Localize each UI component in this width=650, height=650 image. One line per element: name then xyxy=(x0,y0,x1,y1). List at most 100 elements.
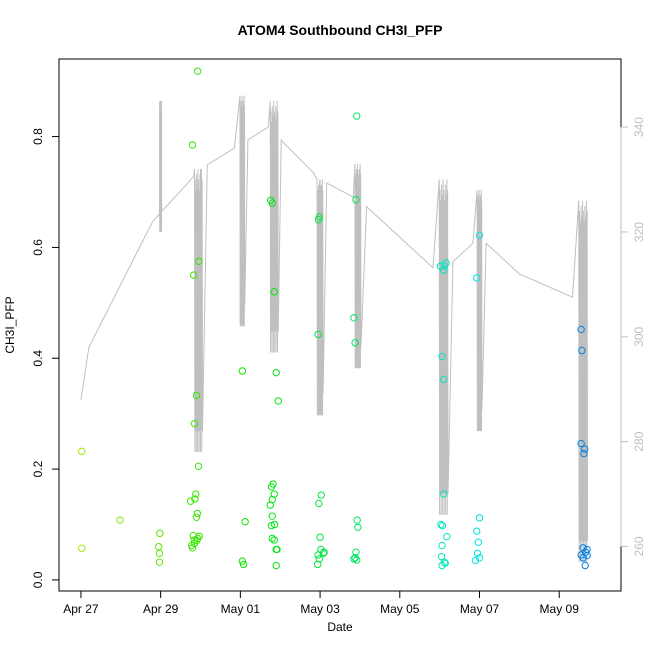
data-point xyxy=(437,520,445,529)
y2-axis: 260 280 300 320 340 xyxy=(620,117,646,556)
data-point xyxy=(313,560,322,569)
data-point xyxy=(439,266,448,274)
y-tick-label: 0.4 xyxy=(31,350,45,367)
y-tick-label: 0.8 xyxy=(31,128,45,145)
data-point xyxy=(270,490,278,498)
data-point xyxy=(266,501,274,509)
data-point xyxy=(270,536,278,544)
y2-tick-label: 300 xyxy=(632,326,646,346)
data-point xyxy=(438,352,446,361)
data-point xyxy=(270,520,279,529)
data-point xyxy=(193,509,202,518)
data-point xyxy=(272,561,280,570)
data-point xyxy=(267,521,276,530)
data-point xyxy=(350,314,358,322)
data-point xyxy=(194,462,203,471)
y2-tick-label: 260 xyxy=(632,536,646,556)
x-tick-label: Apr 29 xyxy=(143,602,179,616)
y2-tick-label: 340 xyxy=(632,117,646,137)
data-point xyxy=(272,368,280,377)
data-point xyxy=(473,527,481,535)
data-point xyxy=(581,445,589,453)
data-point xyxy=(578,346,586,355)
data-point xyxy=(195,532,204,540)
data-point xyxy=(580,449,588,458)
data-point xyxy=(192,513,201,521)
data-point xyxy=(315,499,323,508)
data-point xyxy=(352,196,360,204)
data-point xyxy=(579,554,587,562)
x-tick-label: May 03 xyxy=(300,602,340,616)
data-point xyxy=(581,561,589,570)
data-point xyxy=(188,544,197,552)
data-point xyxy=(269,480,277,488)
data-point xyxy=(314,216,323,224)
data-point xyxy=(473,549,482,558)
data-point xyxy=(474,538,483,546)
data-point xyxy=(438,521,447,530)
right-axis-series-line xyxy=(80,95,589,563)
data-point xyxy=(193,536,201,545)
series-line-1 xyxy=(80,95,589,563)
data-point xyxy=(191,495,199,503)
data-point xyxy=(438,561,446,570)
data-point xyxy=(475,231,484,239)
data-point xyxy=(354,523,362,531)
data-point xyxy=(192,490,200,498)
data-point xyxy=(319,549,327,558)
data-point xyxy=(188,141,197,149)
data-point xyxy=(317,491,325,499)
data-point xyxy=(439,375,448,384)
data-point xyxy=(241,518,249,526)
data-point xyxy=(274,397,282,405)
y-tick-label: 0.6 xyxy=(31,239,45,256)
data-point xyxy=(353,556,361,564)
data-point xyxy=(155,558,164,566)
data-point xyxy=(314,551,322,559)
x-tick-label: Apr 27 xyxy=(63,602,99,616)
data-point xyxy=(475,554,484,562)
data-point xyxy=(439,490,448,498)
x-axis-label: Date xyxy=(327,620,353,634)
data-point xyxy=(78,447,86,456)
x-axis: Apr 27 Apr 29 May 01 May 03 May 05 May 07 May … xyxy=(63,590,580,616)
data-point xyxy=(194,67,202,75)
data-point xyxy=(475,514,484,522)
data-point xyxy=(155,549,164,558)
data-point xyxy=(353,516,361,524)
data-point xyxy=(190,419,199,428)
data-point xyxy=(351,339,359,347)
data-point xyxy=(273,545,281,554)
data-point xyxy=(270,288,278,296)
data-point xyxy=(238,367,247,375)
x-tick-label: May 05 xyxy=(380,602,420,616)
y-tick-label: 0.0 xyxy=(31,571,45,588)
data-point xyxy=(353,112,361,120)
x-tick-label: May 01 xyxy=(221,602,261,616)
data-point xyxy=(579,544,587,552)
data-point xyxy=(443,532,451,541)
data-point xyxy=(156,529,164,538)
data-point xyxy=(320,548,328,556)
data-point xyxy=(239,560,248,569)
y-tick-label: 0.2 xyxy=(31,460,45,477)
data-point xyxy=(186,497,195,505)
y2-tick-label: 320 xyxy=(632,222,646,242)
data-point xyxy=(577,439,585,448)
data-point xyxy=(577,325,585,334)
data-point xyxy=(268,199,276,207)
data-point xyxy=(442,259,450,267)
data-point xyxy=(116,516,124,524)
data-point xyxy=(195,257,203,265)
data-point xyxy=(315,555,323,563)
data-point xyxy=(314,330,322,339)
x-tick-label: May 09 xyxy=(540,602,580,616)
data-point xyxy=(268,534,276,543)
data-point xyxy=(438,541,446,550)
data-point xyxy=(473,274,481,282)
data-point xyxy=(351,554,359,562)
x-tick-label: May 07 xyxy=(460,602,500,616)
data-point xyxy=(78,544,86,553)
